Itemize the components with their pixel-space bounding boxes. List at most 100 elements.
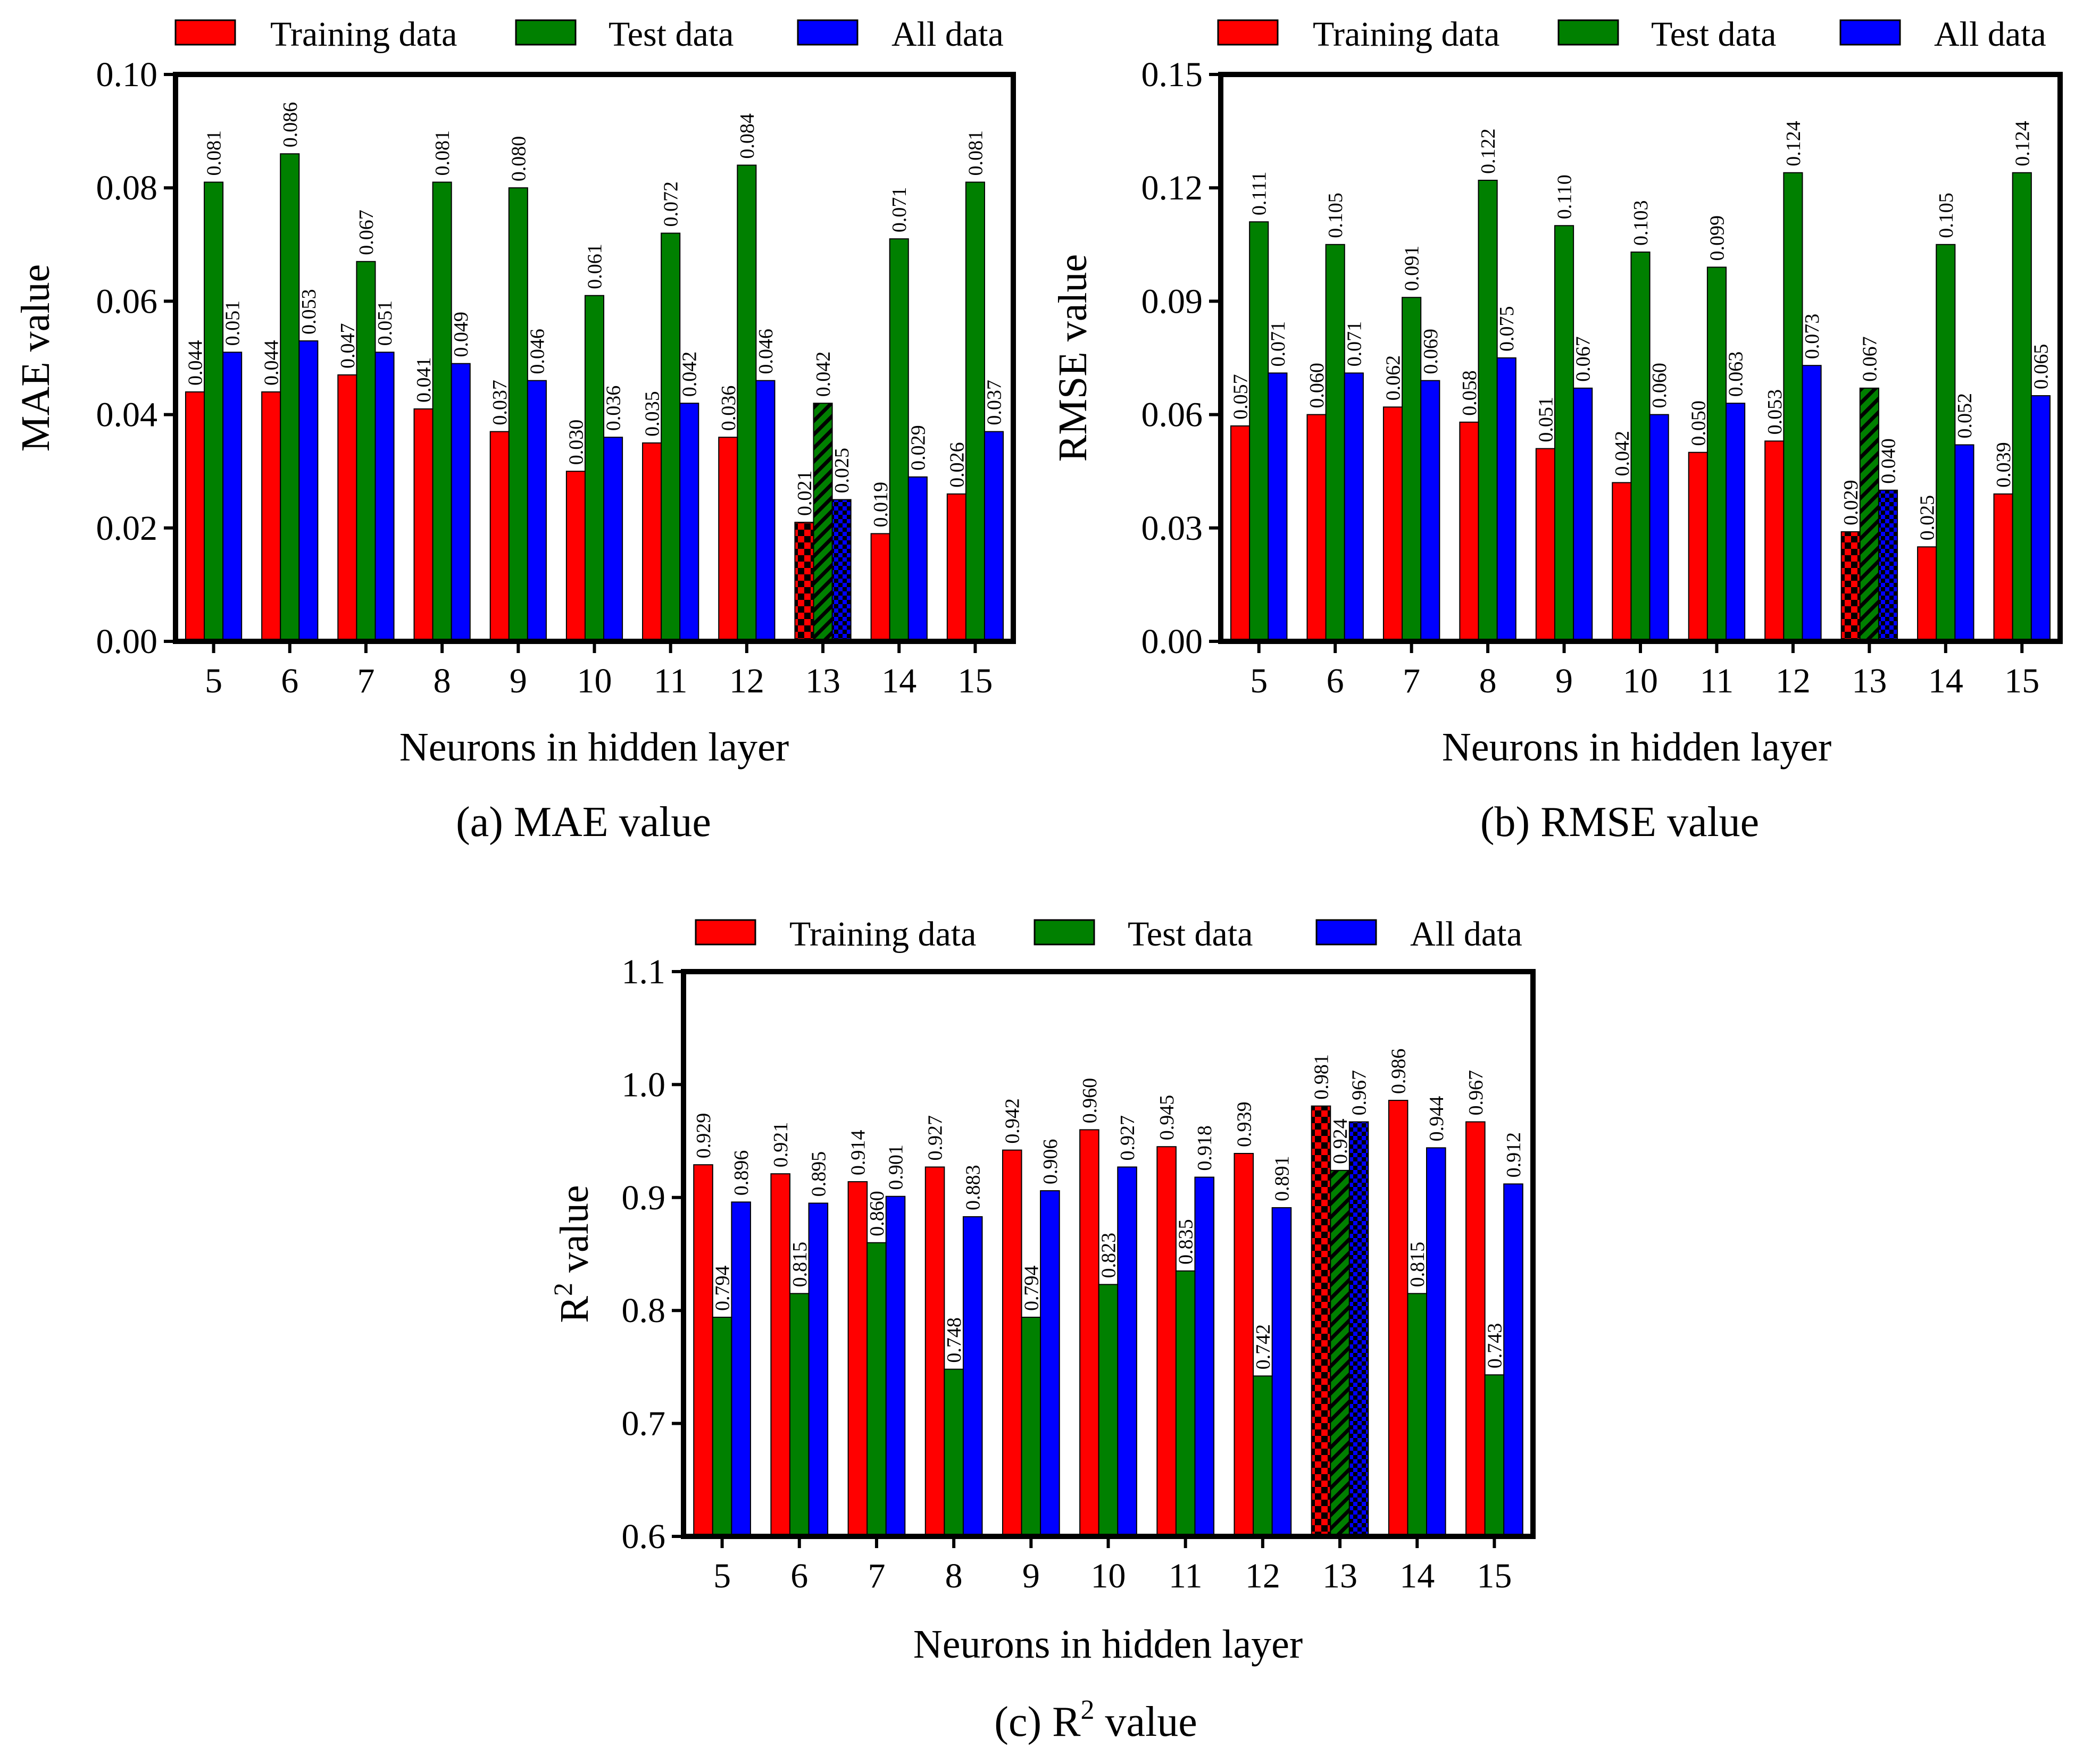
bar-training-5 xyxy=(693,1164,713,1537)
bar-training-8 xyxy=(1459,421,1479,642)
x-tick-label: 8 xyxy=(945,1557,963,1595)
data-label-all-15: 0.037 xyxy=(983,380,1005,425)
bar-test-12 xyxy=(1783,172,1803,642)
bar-all-7 xyxy=(1420,380,1440,642)
data-label-training-15: 0.039 xyxy=(1993,442,2015,488)
data-label-training-5: 0.057 xyxy=(1230,374,1252,420)
legend-swatch-training xyxy=(174,19,236,46)
r2-chart: Training data Test data All data 0.9290.… xyxy=(548,915,1536,1745)
x-tick-label: 9 xyxy=(1022,1557,1040,1595)
rmse-chart: Training data Test data All data 0.0570.… xyxy=(1051,15,2063,846)
bar-test-11 xyxy=(1706,266,1727,642)
bar-all-6 xyxy=(1344,372,1364,642)
bar-test-7 xyxy=(356,261,376,642)
x-tick-label: 5 xyxy=(205,662,222,700)
data-label-training-14: 0.019 xyxy=(870,482,892,528)
y-axis-title-sup: 2 xyxy=(548,1283,578,1296)
x-tick-label: 6 xyxy=(1327,662,1344,700)
x-tick-label: 14 xyxy=(1928,662,1963,700)
bar-test-8 xyxy=(1478,179,1498,642)
bar-training-5 xyxy=(185,391,205,642)
data-label-training-6: 0.044 xyxy=(261,340,283,386)
bar-test-15 xyxy=(2012,172,2032,642)
data-label-training-15: 0.026 xyxy=(946,442,968,488)
data-label-training-10: 0.960 xyxy=(1079,1078,1101,1124)
data-label-test-12: 0.084 xyxy=(736,113,759,159)
bar-training-10 xyxy=(565,471,586,642)
bar-test-15 xyxy=(965,181,985,642)
data-label-training-5: 0.929 xyxy=(693,1113,715,1159)
data-label-all-13: 0.967 xyxy=(1348,1070,1371,1116)
data-label-test-5: 0.081 xyxy=(203,130,226,176)
x-tick-label: 14 xyxy=(1399,1557,1435,1595)
x-axis-ticks: 5 6 7 8 9 10 11 12 13 14 15 xyxy=(713,1536,1512,1595)
data-label-all-12: 0.073 xyxy=(1801,314,1823,360)
bar-all-6 xyxy=(298,340,319,642)
data-label-test-10: 0.061 xyxy=(584,244,606,289)
plot-frame xyxy=(173,72,1016,644)
data-label-all-7: 0.069 xyxy=(1420,329,1442,374)
data-label-training-9: 0.051 xyxy=(1535,397,1557,442)
bar-test-11 xyxy=(661,232,681,642)
bar-all-6 xyxy=(808,1202,829,1537)
data-label-all-5: 0.051 xyxy=(222,300,244,346)
bar-test-5 xyxy=(1249,221,1269,642)
y-tick-label: 0.06 xyxy=(96,282,158,321)
y-tick-label: 0.8 xyxy=(622,1291,666,1330)
bar-all-11 xyxy=(679,403,699,642)
legend-swatch-training xyxy=(1217,19,1279,46)
data-label-test-15: 0.124 xyxy=(2011,121,2034,166)
bar-training-7 xyxy=(1382,406,1403,642)
legend-swatch-training xyxy=(695,919,756,946)
bar-training-9 xyxy=(1002,1149,1022,1537)
legend-label-all: All data xyxy=(1934,15,2046,54)
data-label-all-6: 0.071 xyxy=(1343,321,1365,367)
bar-all-5 xyxy=(731,1201,751,1537)
bar-test-13 xyxy=(813,403,833,642)
legend-swatch-test xyxy=(1557,19,1619,46)
legend-swatch-all xyxy=(797,19,859,46)
data-label-training-13: 0.021 xyxy=(794,471,816,516)
bar-all-9 xyxy=(1573,387,1593,642)
data-label-test-11: 0.099 xyxy=(1706,215,1728,261)
bar-all-11 xyxy=(1194,1176,1215,1537)
bar-training-8 xyxy=(413,408,434,642)
y-tick-label: 0.7 xyxy=(622,1404,666,1443)
data-label-training-12: 0.053 xyxy=(1764,389,1786,435)
bar-all-12 xyxy=(755,380,776,642)
bar-test-9 xyxy=(1021,1316,1041,1537)
bar-all-14 xyxy=(907,476,928,642)
x-axis-ticks: 5 6 7 8 9 10 11 12 13 14 15 xyxy=(1250,641,2039,700)
data-label-test-14: 0.815 xyxy=(1406,1242,1429,1288)
bar-training-6 xyxy=(261,391,281,642)
x-tick-label: 5 xyxy=(1250,662,1268,700)
bar-training-12 xyxy=(1234,1152,1254,1537)
data-label-all-13: 0.025 xyxy=(831,448,853,494)
data-label-test-6: 0.815 xyxy=(789,1242,811,1288)
bar-test-6 xyxy=(1325,244,1345,642)
data-label-test-10: 0.823 xyxy=(1098,1233,1120,1278)
bar-all-9 xyxy=(1040,1190,1060,1537)
bar-training-7 xyxy=(847,1181,868,1537)
data-label-test-14: 0.071 xyxy=(888,187,911,233)
bar-test-10 xyxy=(1630,252,1651,642)
legend: Training data Test data All data xyxy=(174,15,1004,54)
data-label-training-6: 0.060 xyxy=(1306,363,1328,408)
bar-all-15 xyxy=(2030,395,2051,642)
data-label-all-10: 0.927 xyxy=(1116,1115,1139,1161)
data-label-all-5: 0.896 xyxy=(730,1150,753,1196)
x-tick-label: 11 xyxy=(654,662,688,700)
bar-training-6 xyxy=(1306,414,1327,642)
data-label-all-10: 0.036 xyxy=(603,386,625,431)
bar-training-11 xyxy=(1688,452,1708,642)
bar-training-13 xyxy=(1840,531,1861,642)
data-label-test-6: 0.086 xyxy=(279,102,302,148)
bar-training-5 xyxy=(1230,425,1251,642)
data-label-test-14: 0.105 xyxy=(1935,193,1957,238)
x-axis-title: Neurons in hidden layer xyxy=(913,1622,1303,1667)
bar-training-11 xyxy=(1156,1146,1177,1537)
bar-training-9 xyxy=(489,431,510,642)
x-tick-label: 5 xyxy=(713,1557,731,1595)
bar-all-8 xyxy=(1496,357,1516,642)
